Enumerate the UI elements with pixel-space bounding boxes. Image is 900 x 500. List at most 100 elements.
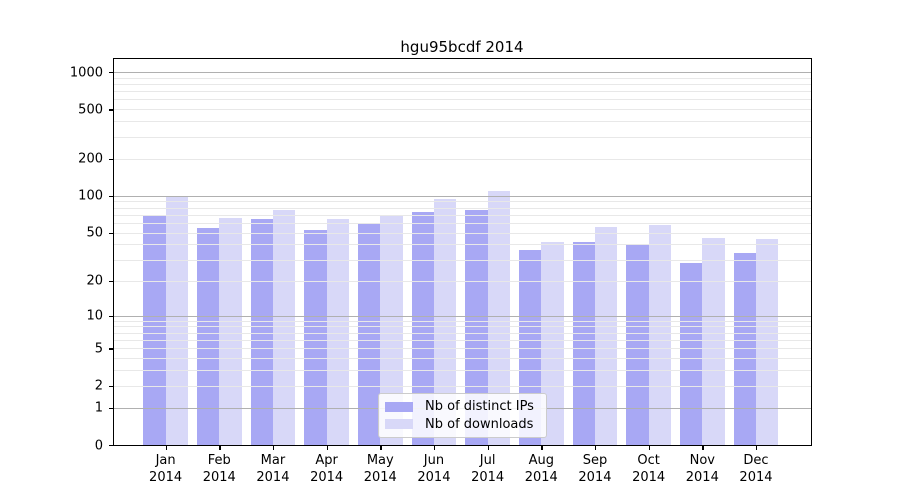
major-gridline — [114, 71, 811, 73]
y-tick-label: 1 — [94, 400, 103, 416]
bar-distinct-ips — [357, 223, 381, 445]
bar-downloads — [648, 224, 671, 445]
x-axis-tick — [165, 446, 167, 451]
y-axis-tick — [108, 71, 113, 74]
minor-gridline — [114, 83, 811, 85]
x-tick-label: May 2014 — [363, 453, 397, 485]
minor-gridline — [114, 109, 811, 111]
y-axis-tick — [108, 232, 113, 234]
right-spine — [811, 58, 813, 447]
x-axis-tick — [380, 446, 382, 451]
y-axis-tick — [108, 348, 113, 350]
x-axis-tick — [326, 446, 328, 451]
y-axis-tick — [108, 385, 113, 387]
y-tick-label: 500 — [78, 102, 103, 118]
chart-legend: Nb of distinct IPs Nb of downloads — [378, 393, 547, 438]
x-axis-tick — [487, 446, 489, 451]
legend-swatch-downloads — [385, 419, 413, 430]
y-tick-label: 1000 — [69, 65, 103, 81]
minor-gridline — [114, 326, 811, 328]
y-tick-label: 50 — [86, 225, 103, 241]
legend-item-distinct-ips: Nb of distinct IPs — [385, 398, 538, 415]
x-axis-tick — [648, 446, 650, 451]
x-tick-label: Jan 2014 — [149, 453, 183, 485]
minor-gridline — [114, 136, 811, 138]
minor-gridline — [114, 207, 811, 209]
legend-label: Nb of downloads — [425, 416, 534, 432]
x-axis-tick — [541, 446, 543, 451]
minor-gridline — [114, 370, 811, 372]
bar-distinct-ips — [572, 241, 595, 445]
x-tick-label: Dec 2014 — [739, 453, 773, 485]
x-tick-label: Apr 2014 — [310, 453, 344, 485]
bar-distinct-ips — [680, 263, 703, 445]
x-axis-tick — [702, 446, 704, 451]
bar-distinct-ips — [626, 244, 649, 445]
y-axis-tick — [108, 315, 113, 317]
y-axis-tick — [108, 407, 113, 409]
bar-distinct-ips — [411, 211, 434, 445]
bar-distinct-ips — [196, 227, 220, 445]
x-tick-label: Sep 2014 — [578, 453, 612, 485]
y-axis-tick — [108, 280, 113, 282]
y-tick-label: 2 — [94, 378, 103, 394]
bar-distinct-ips — [143, 214, 166, 445]
x-tick-label: Jun 2014 — [417, 453, 451, 485]
x-tick-label: Nov 2014 — [685, 453, 719, 485]
minor-gridline — [114, 244, 811, 246]
y-tick-label: 200 — [78, 151, 103, 167]
x-tick-label: Feb 2014 — [202, 453, 236, 485]
x-tick-label: Mar 2014 — [256, 453, 290, 485]
y-tick-label: 20 — [86, 273, 103, 289]
minor-gridline — [114, 201, 811, 203]
minor-gridline — [114, 121, 811, 123]
minor-gridline — [114, 232, 811, 234]
bar-downloads — [326, 218, 349, 445]
bar-distinct-ips — [250, 218, 273, 445]
x-axis-tick — [272, 446, 275, 451]
y-axis-tick — [108, 445, 113, 447]
legend-item-downloads: Nb of downloads — [385, 416, 538, 433]
x-axis-tick — [594, 446, 597, 451]
y-axis-tick — [108, 109, 113, 111]
y-axis-tick — [108, 158, 113, 160]
x-tick-label: Aug 2014 — [524, 453, 558, 485]
bar-distinct-ips — [304, 229, 327, 445]
minor-gridline — [114, 158, 811, 160]
bottom-spine — [113, 445, 813, 447]
y-tick-label: 100 — [78, 188, 103, 204]
minor-gridline — [114, 259, 811, 261]
y-axis-tick — [108, 195, 113, 198]
bar-downloads — [755, 239, 779, 445]
bar-downloads — [380, 216, 403, 445]
bar-downloads — [702, 238, 725, 445]
major-gridline — [114, 195, 811, 197]
major-gridline — [114, 315, 811, 317]
legend-swatch-distinct-ips — [385, 401, 413, 412]
minor-gridline — [114, 358, 811, 360]
y-tick-label: 5 — [94, 341, 103, 357]
x-axis-tick — [755, 446, 758, 451]
bar-downloads — [487, 190, 510, 445]
minor-gridline — [114, 320, 811, 322]
x-tick-label: Oct 2014 — [632, 453, 666, 485]
minor-gridline — [114, 385, 811, 387]
minor-gridline — [114, 223, 811, 224]
minor-gridline — [114, 339, 811, 341]
x-axis-tick — [219, 446, 221, 451]
minor-gridline — [114, 214, 811, 216]
bar-downloads — [219, 217, 242, 445]
minor-gridline — [114, 99, 811, 101]
minor-gridline — [114, 91, 811, 93]
chart-title: hgu95bcdf 2014 — [400, 38, 524, 56]
minor-gridline — [114, 348, 811, 350]
y-tick-label: 0 — [94, 438, 103, 454]
minor-gridline — [114, 280, 811, 282]
x-tick-label: Jul 2014 — [471, 453, 505, 485]
left-spine — [113, 58, 115, 447]
